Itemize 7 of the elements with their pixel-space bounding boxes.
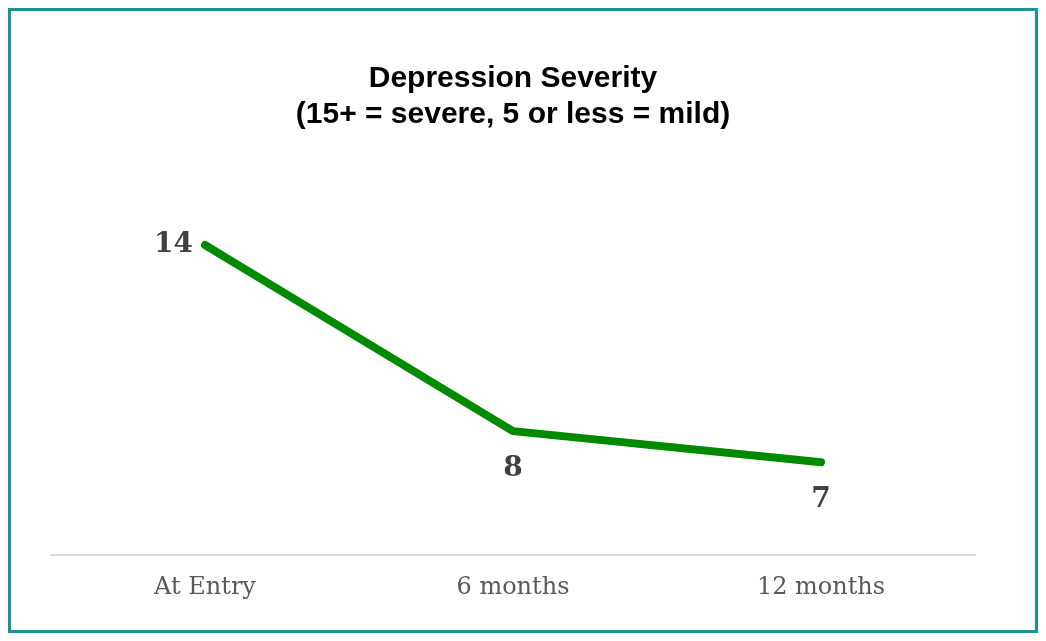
data-label: 7 <box>811 481 831 515</box>
data-label: 14 <box>154 226 193 260</box>
chart-title: Depression Severity (15+ = severe, 5 or less = mild) <box>295 60 731 130</box>
x-tick-label: 6 months <box>456 571 570 600</box>
x-tick-label: 12 months <box>756 571 886 600</box>
data-label: 8 <box>503 450 523 484</box>
x-tick-label: At Entry <box>153 571 257 600</box>
